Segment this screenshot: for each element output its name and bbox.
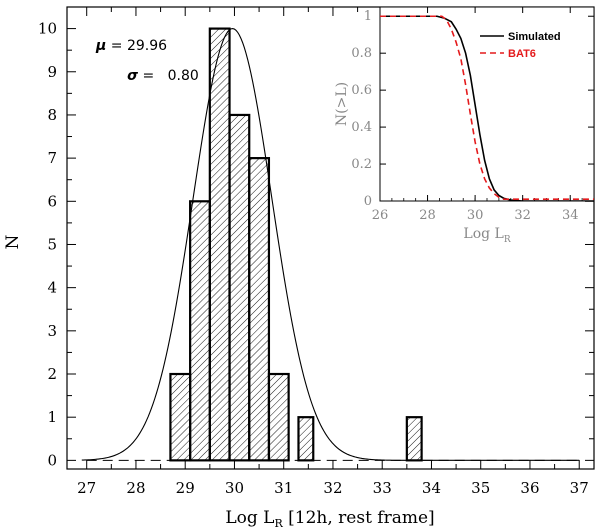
main-x-tick-label: 27: [77, 479, 96, 497]
inset-y-tick-label: 0.6: [351, 83, 372, 98]
main-y-tick-label: 2: [47, 365, 57, 383]
histogram-bars: [169, 27, 423, 462]
mu-value: = 29.96: [106, 38, 167, 54]
main-x-tick-label: 36: [520, 479, 539, 497]
inset-y-tick-label: 0: [364, 194, 372, 209]
inset-y-tick-label: 1: [364, 9, 372, 24]
main-y-tick-label: 1: [47, 408, 57, 426]
inset-y-tick-label: 0.8: [351, 46, 372, 61]
inset-x-tick-label: 28: [419, 208, 436, 223]
inset-cumulative-chart: 26 28 30 32 34 0 0.2 0.4 0.6 0.8 1 Log LR N(>L) S…: [334, 6, 595, 245]
inset-x-axis-label-main: Log L: [463, 226, 503, 242]
main-x-tick-label: 33: [373, 479, 392, 497]
inset-series-bat6: [380, 15, 594, 200]
inset-y-tick-label: 0.2: [351, 157, 372, 172]
inset-y-axis-label: N(>L): [334, 82, 350, 126]
inset-x-tick-labels: 26 28 30 32 34: [372, 208, 579, 223]
sigma-value: = 0.80: [138, 68, 199, 84]
inset-legend: Simulated BAT6: [480, 31, 561, 60]
main-x-tick-label: 35: [471, 479, 490, 497]
gaussian-fit-curve: [81, 28, 580, 461]
legend-label-bat6: BAT6: [508, 48, 536, 60]
main-x-axis-label-subscript: R: [274, 517, 283, 530]
inset-x-tick-label: 34: [562, 208, 579, 223]
main-y-tick-label: 5: [47, 235, 57, 253]
histogram-bar: [189, 200, 211, 462]
main-plot-frame: [66, 6, 595, 470]
main-y-tick-label: 8: [47, 106, 57, 124]
histogram-bar: [208, 27, 231, 462]
main-y-tick-label: 0: [47, 451, 57, 469]
mu-symbol: μ: [95, 38, 106, 54]
histogram-bar: [267, 372, 290, 462]
inset-series-lines: [380, 15, 594, 201]
sigma-annotation: σ = 0.80: [96, 68, 221, 84]
main-x-tick-label: 28: [126, 479, 145, 497]
main-x-tick-label: 31: [274, 479, 293, 497]
histogram-bar: [228, 113, 251, 462]
histogram-bar: [297, 416, 315, 462]
histogram-bar: [405, 416, 423, 462]
main-y-tick-label: 3: [47, 322, 57, 340]
main-y-tick-label: 9: [47, 63, 57, 81]
inset-x-axis-label: Log LR: [463, 226, 510, 245]
sigma-symbol: σ: [127, 68, 138, 84]
legend-label-simulated: Simulated: [508, 31, 561, 43]
main-y-tick-label: 6: [47, 192, 57, 210]
main-y-tick-labels: 0 1 2 3 4 5 6 7 8 9 10: [38, 20, 57, 470]
main-x-tick-label: 29: [176, 479, 195, 497]
inset-y-tick-label: 0.4: [351, 120, 372, 135]
main-y-tick-label: 10: [38, 20, 57, 38]
inset-x-tick-label: 32: [514, 208, 531, 223]
histogram-bar: [169, 372, 192, 462]
inset-x-axis-label-subscript: R: [504, 235, 511, 245]
main-y-tick-label: 4: [47, 279, 57, 297]
main-y-axis-label: N: [3, 234, 23, 249]
mu-annotation: μ = 29.96: [95, 38, 167, 54]
inset-x-tick-label: 30: [467, 208, 484, 223]
main-x-tick-label: 30: [225, 479, 244, 497]
main-x-tick-label: 34: [422, 479, 441, 497]
main-x-tick-label: 32: [323, 479, 342, 497]
main-x-tick-labels: 27 28 29 30 31 32 33 34 35 36 37: [77, 479, 589, 497]
main-x-axis-label: Log LR [12h, rest frame]: [225, 508, 434, 530]
main-x-tick-label: 37: [570, 479, 589, 497]
histogram-bar: [248, 157, 271, 462]
inset-y-tick-labels: 0 0.2 0.4 0.6 0.8 1: [351, 9, 372, 209]
main-x-axis-label-main: Log L: [225, 508, 274, 528]
main-y-tick-label: 7: [47, 149, 57, 167]
inset-x-tick-label: 26: [372, 208, 389, 223]
main-x-axis-label-suffix: [12h, rest frame]: [283, 508, 435, 528]
